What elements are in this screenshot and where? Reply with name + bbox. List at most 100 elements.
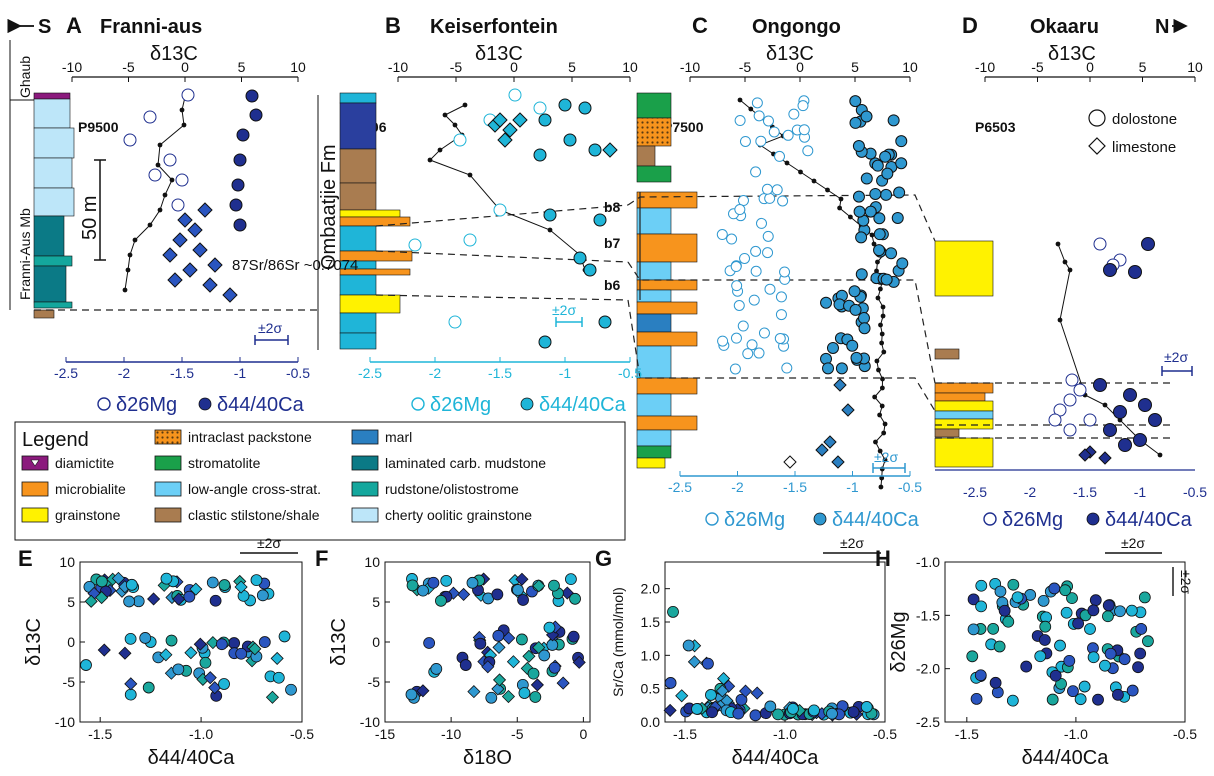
data-diamond <box>530 678 544 692</box>
y-axis-label: δ13C <box>328 618 350 666</box>
mg-point-c <box>734 204 746 216</box>
data-point <box>569 592 581 605</box>
data-diamond <box>147 592 161 606</box>
ca-point-d <box>1113 405 1127 419</box>
data-point <box>1099 659 1111 672</box>
data-diamond <box>675 689 689 703</box>
data-point <box>1102 599 1115 612</box>
data-point <box>691 703 703 715</box>
data-point <box>787 702 799 715</box>
data-point <box>440 574 453 587</box>
mg-point-c <box>775 291 787 303</box>
ca-diamond-a <box>162 247 178 263</box>
legend-item-label: rudstone/olistostrome <box>385 481 519 497</box>
mg-point-d <box>1083 413 1097 427</box>
sigma-label-b: ±2σ <box>552 302 576 318</box>
data-diamond <box>715 684 729 698</box>
y-tick-label: -5 <box>63 674 76 690</box>
ca-diamond-b <box>602 142 618 158</box>
d13c-point <box>147 222 153 228</box>
y-tick-label: 1.5 <box>641 614 661 630</box>
sigma-label: ±2σ <box>1121 535 1145 551</box>
legend-swatch <box>351 455 379 471</box>
d13c-point <box>879 475 885 481</box>
c-axis-tick-label: 0 <box>796 59 804 75</box>
scatter-panel-g: -1.5 -1.0 -0.5 2.0 1.5 1.0 0.5 0.0 δ44/40Ca Sr/Ca… <box>595 535 897 769</box>
south-arrow: S <box>7 16 51 38</box>
data-point <box>847 706 860 718</box>
mg-point-b <box>408 238 422 252</box>
data-diamond <box>532 579 546 593</box>
data-diamond <box>446 586 460 600</box>
mg-point-c <box>730 332 742 344</box>
legend-item-label: marl <box>385 429 412 445</box>
data-point <box>1125 604 1138 617</box>
limestone-label: limestone <box>1112 139 1176 156</box>
mg-point-c <box>775 309 787 321</box>
diamictite-icon <box>30 459 40 467</box>
data-point <box>975 579 988 592</box>
panel-title-c: Ongongo <box>752 16 841 38</box>
sr-ratio-annotation: 87Sr/86Sr ~0.7074 <box>232 257 358 274</box>
data-point <box>1142 635 1154 648</box>
ca-point-c <box>860 172 873 185</box>
ca-point-b <box>543 208 557 222</box>
data-point <box>975 600 988 613</box>
ca-point-c <box>820 296 833 309</box>
ca-diamond-b <box>492 112 508 128</box>
data-point <box>1034 650 1047 663</box>
mg-point-c <box>758 327 770 339</box>
data-point <box>1132 661 1144 674</box>
ca-point-c <box>852 190 865 203</box>
mg-point-a <box>163 153 177 167</box>
mg-point-d <box>1063 423 1077 437</box>
strat-column-c <box>636 92 698 469</box>
mg-point-c <box>768 126 780 138</box>
d13c-point <box>874 358 880 364</box>
y-tick-label: -1.5 <box>916 607 940 623</box>
data-point <box>991 686 1004 699</box>
ca-point-a <box>233 153 247 167</box>
data-diamond <box>739 684 753 698</box>
y-tick-label: 0.0 <box>641 714 661 730</box>
ca-point-d <box>1123 388 1137 402</box>
data-point <box>406 579 419 592</box>
mg-point-c <box>755 135 767 147</box>
isotope-axis-tick-label: -2.5 <box>358 365 382 381</box>
legend-swatch <box>154 429 182 445</box>
data-diamond <box>193 637 207 651</box>
c-axis-tick-label: 0 <box>510 59 518 75</box>
d13c-point <box>437 147 443 153</box>
data-point <box>123 595 136 608</box>
ghaub-label: Ghaub <box>17 56 33 98</box>
data-point <box>209 594 222 607</box>
data-diamond <box>248 642 262 656</box>
strat-column-a: Ghaub Franni-Aus Mb 50 m <box>9 40 106 319</box>
data-point <box>967 593 980 606</box>
mg-point-c <box>750 245 762 257</box>
data-diamond <box>663 703 677 717</box>
d13c-point <box>157 142 163 148</box>
data-diamond <box>750 686 764 700</box>
ca-point-d <box>1103 263 1117 277</box>
ca-point-c <box>891 211 904 224</box>
mg-point-c <box>746 339 758 351</box>
d13c-point <box>547 227 553 233</box>
sigma-label-d: ±2σ <box>1164 349 1188 365</box>
d13c-point <box>452 122 458 128</box>
plot-frame <box>944 561 1186 723</box>
data-diamond <box>416 684 430 698</box>
ca-point-c <box>826 341 839 354</box>
mg-point-b <box>463 233 477 247</box>
mg-point-c <box>771 184 783 196</box>
sigma-label-a: ±2σ <box>258 320 282 336</box>
isotope-axis-tick-label: -0.5 <box>1183 484 1207 500</box>
data-point <box>125 578 138 591</box>
d13c-point <box>825 187 830 193</box>
ca-point-c <box>887 114 900 127</box>
ca-point-d <box>1128 265 1142 279</box>
d13c-point <box>882 421 888 427</box>
d13c-point <box>157 207 163 213</box>
mg-point-a <box>148 168 162 182</box>
data-point <box>285 683 297 696</box>
